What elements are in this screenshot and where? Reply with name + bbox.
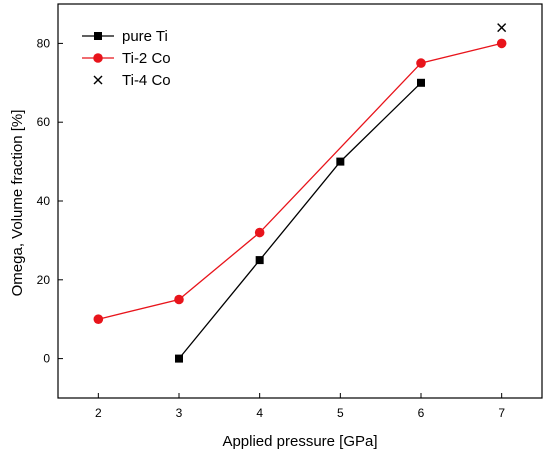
y-tick-label: 60: [37, 115, 51, 129]
x-tick-label: 4: [256, 406, 263, 420]
data-point-pure-ti: [336, 157, 345, 166]
y-axis-label: Omega, Volume fraction [%]: [9, 110, 26, 297]
data-point-pure-ti: [417, 78, 425, 87]
data-point-ti-2-co: [496, 38, 507, 49]
legend-label-ti-4-co: Ti-4 Co: [122, 72, 171, 89]
data-point-ti-2-co: [416, 58, 426, 68]
x-marker-stroke: [93, 75, 103, 85]
legend-marker-pure-ti: [94, 32, 102, 40]
series-line-pure-ti: [178, 82, 422, 360]
legend-marker-ti-4-co: [93, 75, 103, 85]
legend-label-ti-2-co: Ti-2 Co: [122, 50, 171, 67]
x-tick-label: 3: [176, 406, 183, 420]
x-axis-label: Applied pressure [GPa]: [222, 433, 377, 450]
data-point-ti-2-co: [254, 227, 265, 238]
y-tick-label: 80: [37, 36, 51, 50]
y-tick-label: 40: [37, 194, 51, 208]
legend-marker-ti-2-co: [93, 53, 103, 63]
x-tick-label: 5: [337, 406, 344, 420]
data-point-ti-2-co: [174, 294, 184, 305]
data-point-pure-ti: [175, 354, 183, 363]
x-tick-label: 2: [95, 406, 102, 420]
x-tick-label: 6: [418, 406, 425, 420]
x-marker-stroke: [497, 23, 507, 33]
data-point-pure-ti: [255, 256, 264, 265]
y-tick-label: 20: [37, 273, 51, 287]
data-point-ti-4-co: [497, 23, 507, 33]
legend-label-pure-ti: pure Ti: [122, 28, 168, 45]
data-point-ti-2-co: [93, 314, 104, 325]
y-tick-label: 0: [43, 352, 50, 366]
x-tick-label: 7: [498, 406, 505, 420]
